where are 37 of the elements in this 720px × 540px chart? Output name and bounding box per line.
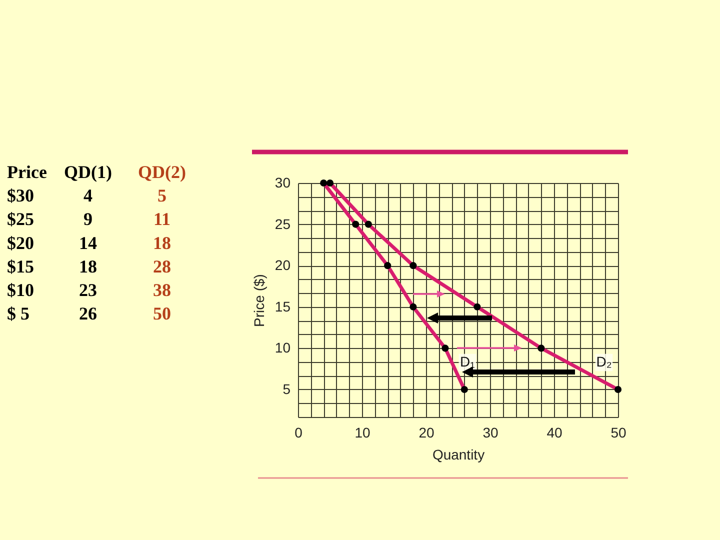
- text: 18: [79, 256, 97, 276]
- text: Price: [7, 162, 47, 182]
- y-axis-title: Price ($): [250, 274, 267, 327]
- y-tick-label: 10: [274, 340, 291, 356]
- text: 28: [153, 256, 171, 276]
- x-tick-label: 30: [482, 424, 498, 440]
- text: 11: [153, 209, 171, 230]
- text: 26: [79, 304, 97, 324]
- text: 14: [79, 232, 97, 253]
- x-tick-label: 20: [418, 424, 434, 440]
- x-axis-title: Quantity: [432, 446, 485, 462]
- text: QD(1): [64, 162, 112, 182]
- text: 38: [153, 280, 171, 300]
- text: $10: [7, 280, 34, 300]
- series-label: D₁: [460, 353, 476, 370]
- x-tick-label: 10: [354, 424, 370, 440]
- x-tick-label: 50: [610, 424, 626, 440]
- text: 9: [84, 209, 92, 230]
- x-tick-label: 0: [294, 424, 303, 440]
- text: $20: [7, 232, 34, 253]
- text: 5: [158, 186, 166, 206]
- text: $30: [7, 186, 34, 206]
- text: $ 5: [7, 304, 30, 324]
- text: QD(2): [138, 162, 186, 182]
- y-tick-label: 15: [274, 298, 291, 314]
- text: 23: [79, 280, 97, 300]
- text: 4: [84, 186, 92, 206]
- text: $15: [7, 256, 34, 276]
- text: $25: [7, 209, 34, 230]
- text: 18: [153, 232, 171, 253]
- y-tick-label: 5: [282, 380, 291, 397]
- text: 50: [153, 304, 171, 324]
- series-label: D₂: [596, 353, 612, 370]
- y-tick-label: 30: [274, 174, 291, 190]
- y-tick-label: 25: [274, 216, 291, 232]
- y-tick-label: 20: [274, 257, 291, 274]
- x-tick-label: 40: [546, 424, 562, 440]
